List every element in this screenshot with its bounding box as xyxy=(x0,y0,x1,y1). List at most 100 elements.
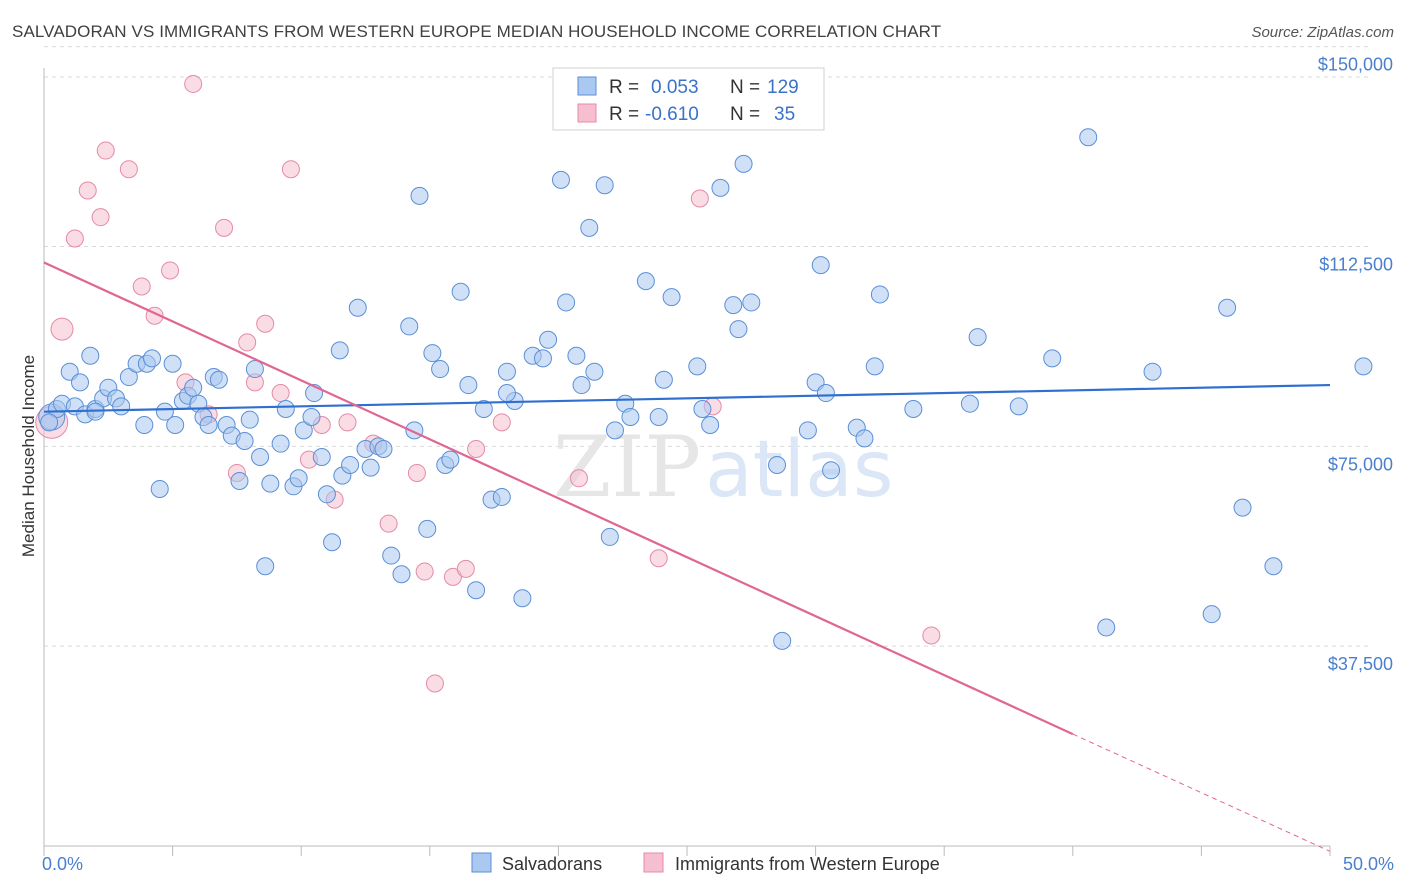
legend-r-label-2: R = xyxy=(609,104,639,125)
y-tick-labels: $37,500 $75,000 $112,500 $150,000 xyxy=(1318,55,1393,675)
salvadoran-point xyxy=(600,527,619,546)
western-europe-point xyxy=(407,463,426,482)
salvadoran-point xyxy=(539,330,558,349)
salvadoran-point xyxy=(811,256,830,275)
legend-n-label-2: N = xyxy=(730,104,760,125)
salvadoran-point xyxy=(580,218,599,237)
western-europe-point xyxy=(78,181,97,200)
western-europe-point xyxy=(65,229,84,248)
salvadoran-point xyxy=(251,447,270,466)
series-salvadorans-points xyxy=(38,128,1373,650)
bottom-legend-swatch-blue xyxy=(471,852,492,873)
salvadoran-point xyxy=(271,434,290,453)
western-europe-point xyxy=(425,674,444,693)
salvadoran-point xyxy=(855,429,874,448)
salvadoran-point xyxy=(1202,605,1221,624)
salvadoran-point xyxy=(166,416,185,435)
western-europe-trend-line xyxy=(43,261,1074,736)
salvadoran-point xyxy=(392,565,411,584)
salvadoran-point xyxy=(289,469,308,488)
series-western-europe-points xyxy=(35,74,941,693)
salvadoran-point xyxy=(330,341,349,360)
salvadoran-point xyxy=(1218,298,1237,317)
x-tick-label-max: 50.0% xyxy=(1343,854,1394,874)
salvadoran-point xyxy=(551,170,570,189)
salvadoran-point xyxy=(724,296,743,315)
salvadoran-point xyxy=(348,298,367,317)
salvadoran-point xyxy=(711,178,730,197)
western-europe-point xyxy=(379,514,398,533)
salvadoran-point xyxy=(294,421,313,440)
salvadoran-point xyxy=(654,370,673,389)
western-europe-point xyxy=(649,549,668,568)
source-label: Source: ZipAtlas.com xyxy=(1251,24,1394,41)
salvadoran-point xyxy=(317,485,336,504)
salvadoran-point xyxy=(441,450,460,469)
salvadoran-point xyxy=(1043,349,1062,368)
y-axis-title: Median Household Income xyxy=(19,355,38,557)
salvadoran-point xyxy=(184,378,203,397)
legend-r-value-1: 0.053 xyxy=(651,77,699,98)
legend-swatch-blue xyxy=(577,76,597,96)
salvadoran-point xyxy=(567,346,586,365)
western-europe-point xyxy=(215,218,234,237)
legend-r-value-2: -0.610 xyxy=(645,104,699,125)
watermark-zip: ZIP xyxy=(553,418,701,516)
salvadoran-point xyxy=(163,354,182,373)
salvadoran-point xyxy=(451,282,470,301)
western-europe-point xyxy=(456,559,475,578)
salvadoran-point xyxy=(40,413,59,432)
bottom-legend: Salvadorans Immigrants from Western Euro… xyxy=(471,852,940,874)
salvadorans-trend-line xyxy=(43,383,1331,413)
salvadoran-point xyxy=(513,589,532,608)
y-tick-label: $37,500 xyxy=(1328,654,1393,674)
x-axis-ticks xyxy=(43,846,1331,856)
bottom-legend-label-western-europe: Immigrants from Western Europe xyxy=(675,854,940,874)
salvadoran-point xyxy=(276,400,295,419)
salvadoran-point xyxy=(410,186,429,205)
salvadoran-point xyxy=(497,384,516,403)
salvadoran-point xyxy=(361,458,380,477)
legend-box: R = 0.053 N = 129 R = -0.610 N = 35 xyxy=(552,67,825,131)
western-europe-point xyxy=(415,562,434,581)
western-europe-point xyxy=(91,208,110,227)
salvadoran-point xyxy=(400,317,419,336)
salvadoran-point xyxy=(742,293,761,312)
western-europe-point xyxy=(569,469,588,488)
western-europe-point xyxy=(256,314,275,333)
salvadoran-point xyxy=(235,431,254,450)
y-tick-label: $150,000 xyxy=(1318,55,1393,75)
western-europe-trend-extension xyxy=(1072,733,1331,852)
salvadoran-point xyxy=(150,479,169,498)
salvadoran-point xyxy=(143,349,162,368)
bottom-legend-label-salvadorans: Salvadorans xyxy=(502,854,602,874)
western-europe-point xyxy=(132,277,151,296)
western-europe-point xyxy=(271,384,290,403)
western-europe-point xyxy=(119,160,138,179)
salvadoran-point xyxy=(822,461,841,480)
salvadoran-point xyxy=(459,376,478,395)
salvadoran-point xyxy=(261,474,280,493)
western-europe-point xyxy=(922,626,941,645)
western-europe-point xyxy=(443,567,462,586)
salvadoran-point xyxy=(382,546,401,565)
salvadoran-point xyxy=(323,533,342,552)
salvadoran-point xyxy=(492,487,511,506)
western-europe-point xyxy=(161,261,180,280)
western-europe-point xyxy=(338,413,357,432)
salvadoran-point xyxy=(1233,498,1252,517)
salvadoran-point xyxy=(312,447,331,466)
salvadoran-point xyxy=(1264,557,1283,576)
salvadoran-point xyxy=(81,346,100,365)
salvadoran-point xyxy=(595,176,614,195)
salvadoran-point xyxy=(302,408,321,427)
salvadoran-point xyxy=(341,455,360,474)
salvadoran-point xyxy=(968,328,987,347)
salvadoran-point xyxy=(112,397,131,416)
salvadoran-point xyxy=(230,471,249,490)
legend-n-value-2: 35 xyxy=(774,104,795,125)
salvadoran-point xyxy=(688,357,707,376)
salvadoran-point xyxy=(199,416,218,435)
salvadoran-point xyxy=(497,362,516,381)
salvadoran-point xyxy=(240,410,259,429)
